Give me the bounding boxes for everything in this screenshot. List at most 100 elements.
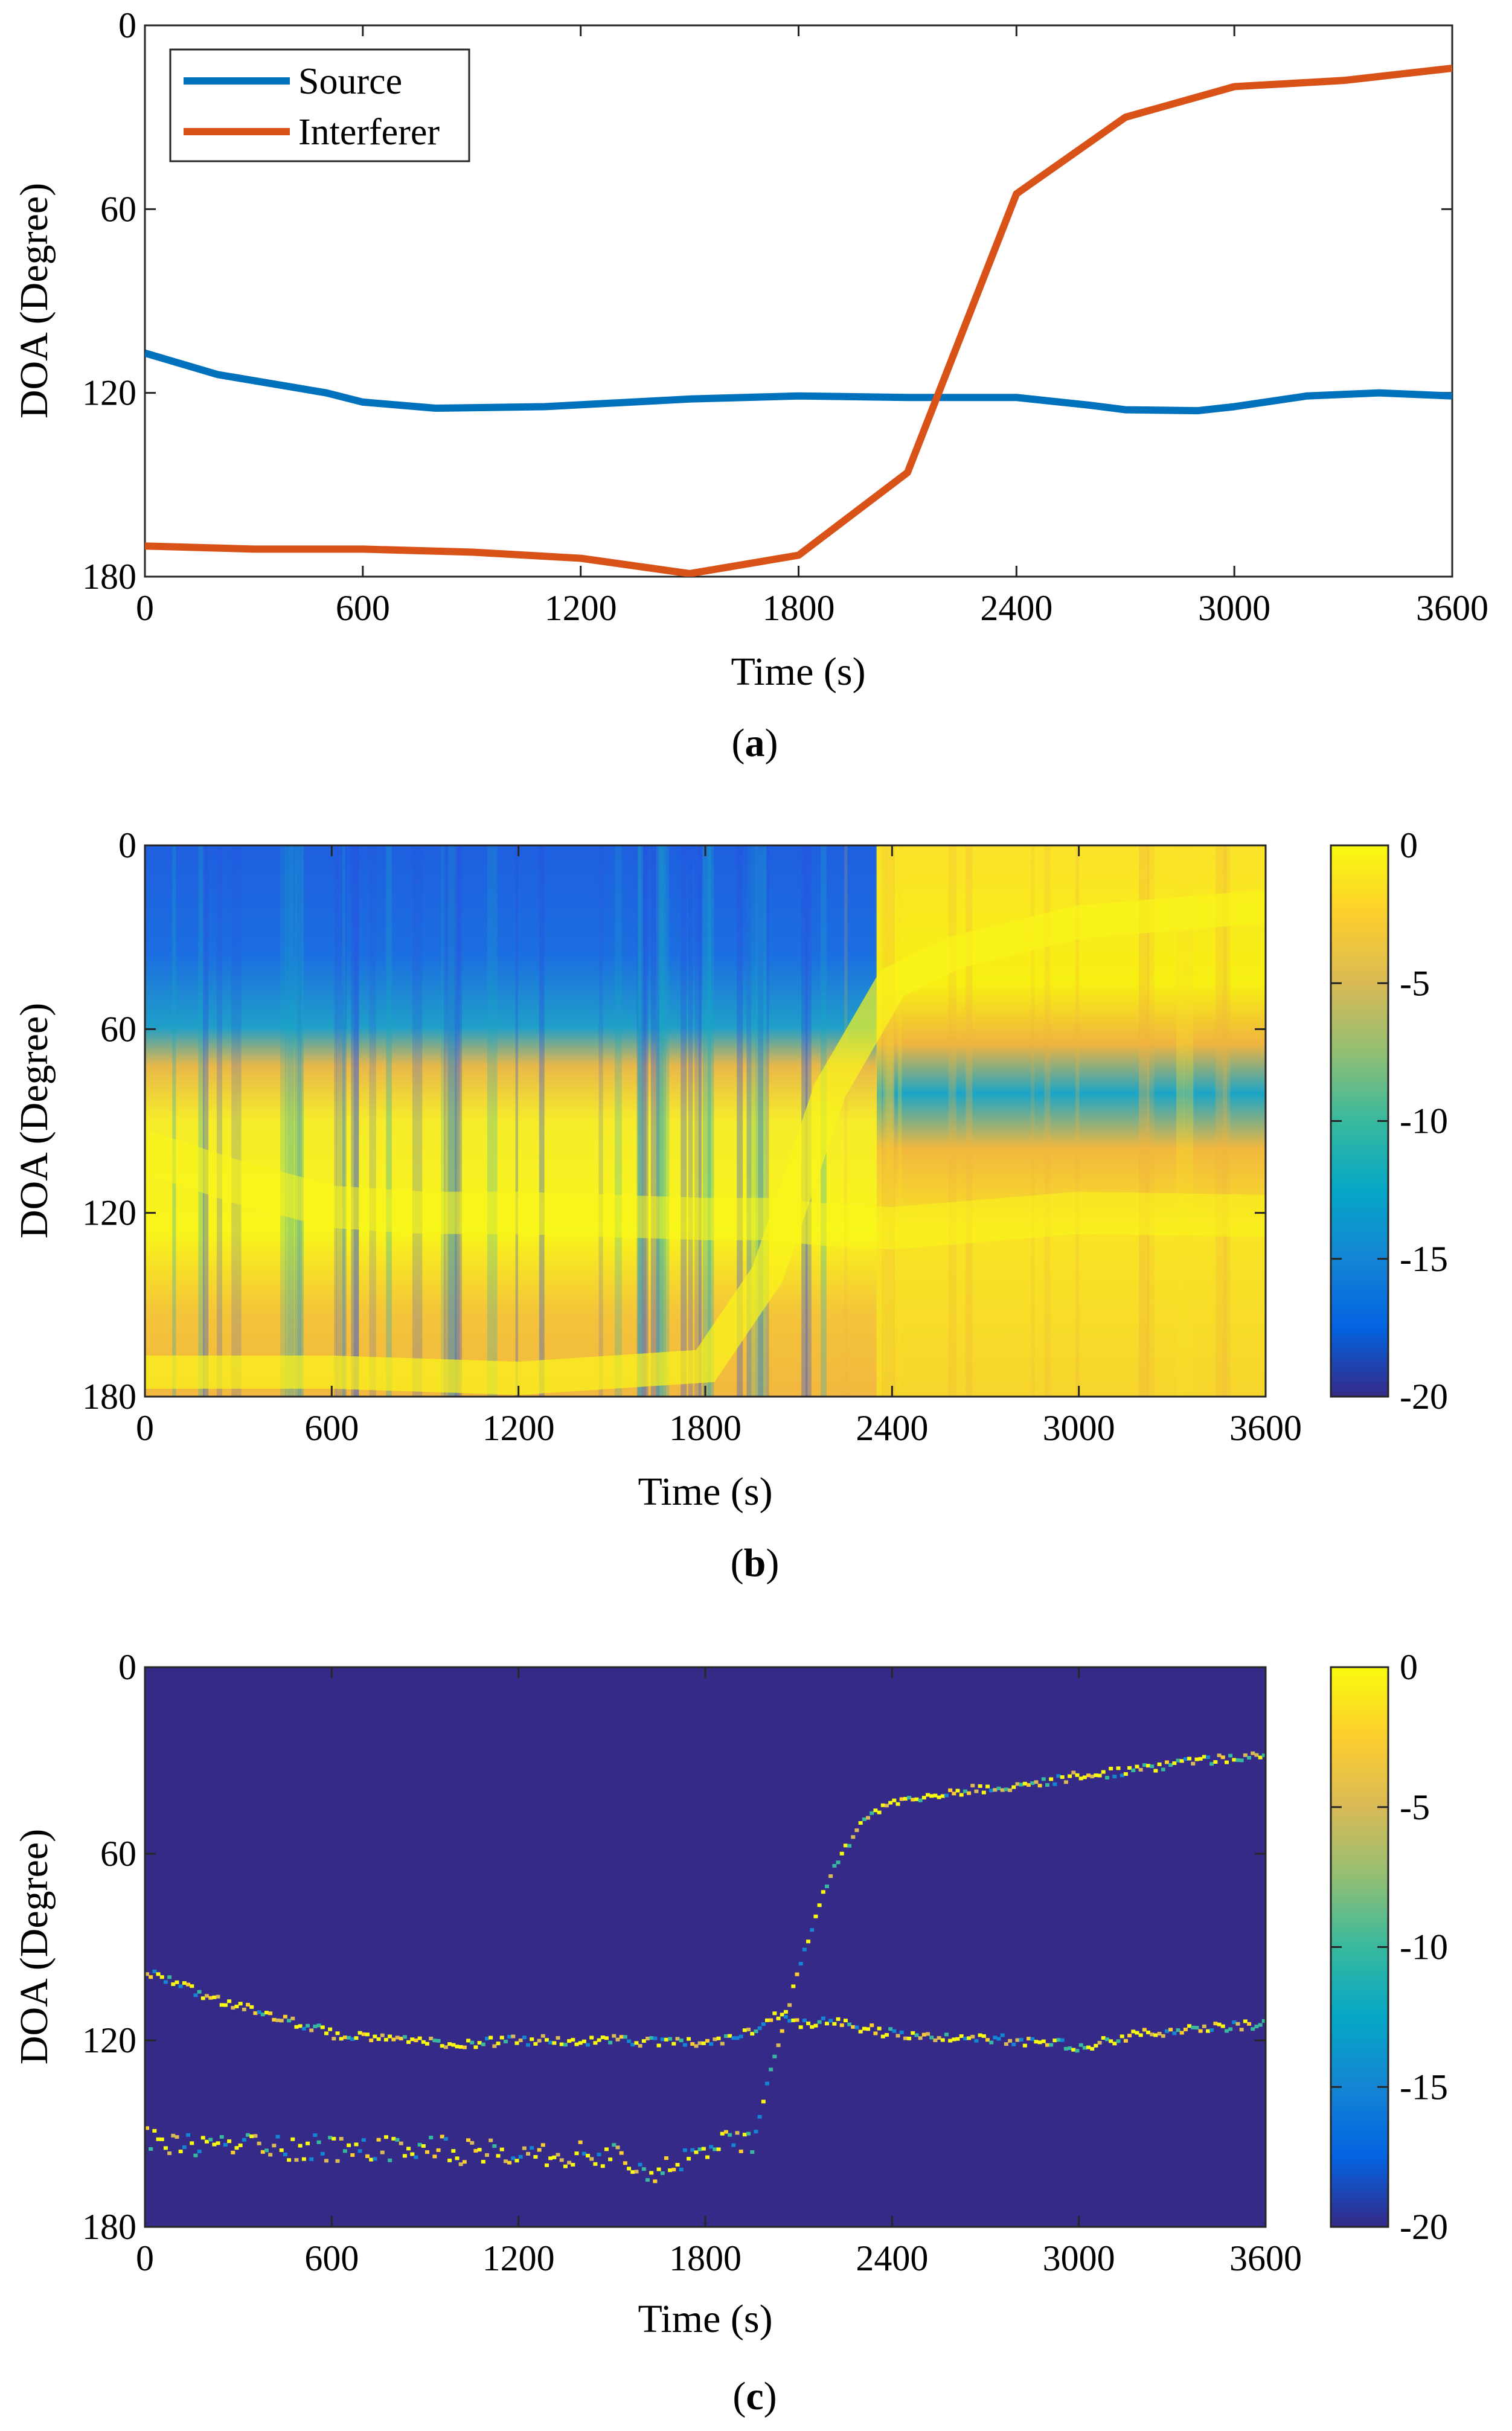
peak-dot (728, 2133, 732, 2137)
heatmap-streak (844, 845, 848, 1397)
y-axis-label-a: DOA (Degree) (12, 183, 56, 418)
peak-dot (600, 2035, 605, 2040)
peak-dot (888, 2027, 893, 2031)
peak-dot (682, 2043, 687, 2047)
peak-dot (186, 1982, 191, 1987)
peak-dot (985, 2038, 990, 2042)
peak-dot (955, 2037, 960, 2041)
peak-dot (578, 2140, 583, 2144)
peak-dot (866, 2027, 871, 2031)
peak-dot (1168, 1763, 1173, 1767)
peak-dot (742, 2133, 747, 2137)
peak-dot (1056, 1774, 1061, 1778)
peak-dot (824, 2022, 829, 2026)
peak-dot (615, 2037, 620, 2042)
heatmap-streak (650, 845, 660, 1397)
peak-dot (675, 2037, 680, 2041)
peak-dot (231, 2006, 235, 2010)
heatmap-streak (342, 845, 345, 1397)
peak-dot (1209, 2028, 1214, 2032)
peak-dot (540, 2034, 545, 2038)
peak-dot (328, 2027, 333, 2031)
peak-dot (1161, 1767, 1165, 1772)
peak-dot (1187, 2024, 1192, 2028)
peak-dot (451, 2149, 456, 2153)
peak-dot (309, 2028, 314, 2032)
peak-dot (1123, 2039, 1128, 2043)
heatmap-streak (746, 845, 757, 1397)
peak-dot (634, 2041, 639, 2045)
peak-dot (335, 2031, 340, 2035)
x-tick-label: 1200 (482, 2238, 555, 2278)
peak-dot (193, 2153, 198, 2157)
caption-letter-c: c (746, 2374, 763, 2418)
peak-dot (974, 2039, 979, 2043)
peak-dot (604, 2036, 609, 2040)
peak-dot (571, 2038, 575, 2042)
x-tick-label: 2400 (980, 588, 1052, 628)
peak-dot (316, 2140, 321, 2144)
peak-dot (268, 2153, 273, 2157)
peak-dot (970, 1784, 975, 1788)
heatmap-streak (280, 845, 287, 1397)
peak-dot (619, 2151, 624, 2155)
peak-dot (870, 1811, 874, 1815)
peak-dot (769, 2067, 774, 2072)
y-axis-label-b: DOA (Degree) (12, 1003, 56, 1238)
peak-dot (1135, 2031, 1139, 2035)
peak-dot (440, 2135, 444, 2139)
peak-dot (1217, 1754, 1222, 1758)
peak-dot (376, 2037, 381, 2041)
peak-dot (477, 2041, 482, 2045)
peak-dot (627, 2039, 632, 2043)
peak-dot (921, 1796, 926, 1800)
peak-dot (530, 2037, 534, 2042)
heatmap-streak (203, 845, 209, 1397)
peak-dot (361, 2032, 366, 2036)
peak-dot (1000, 2033, 1005, 2037)
legend-label-interferer: Interferer (298, 112, 440, 153)
peak-dot (1075, 2049, 1080, 2053)
peak-dot (212, 1995, 217, 1999)
peak-dot (272, 2017, 277, 2022)
heatmap-streak (216, 845, 222, 1397)
peak-dot (264, 2011, 269, 2015)
peak-dot (417, 2142, 422, 2147)
peak-dot (1068, 1774, 1072, 1778)
peak-dot (880, 1803, 885, 1807)
peak-dot (675, 2163, 680, 2167)
x-tick-label: 3000 (1043, 1408, 1115, 1448)
peak-dot (507, 2160, 512, 2165)
peak-dot (1179, 2031, 1184, 2035)
peak-dot (1120, 2034, 1124, 2039)
peak-dot (204, 1994, 209, 1998)
x-tick-label: 2400 (856, 2238, 928, 2278)
peak-dot (1112, 2042, 1117, 2046)
peak-dot (1224, 1760, 1229, 1764)
peak-dot (877, 2026, 882, 2031)
peak-dot (190, 2141, 194, 2145)
peak-dot (1056, 2038, 1061, 2042)
peak-dot (843, 1843, 848, 1848)
peak-dot (821, 1890, 825, 1894)
peak-dot (780, 2013, 784, 2017)
peak-dot (190, 1984, 194, 1988)
peak-dot (216, 2141, 220, 2145)
peak-dot (705, 2155, 710, 2159)
peak-dot (1015, 2038, 1020, 2042)
peak-dot (383, 2037, 388, 2042)
peak-dot (1120, 1773, 1124, 1778)
peak-dot (679, 2039, 684, 2043)
peak-dot (880, 2034, 885, 2039)
peak-dot (713, 2147, 717, 2151)
peak-dot (489, 2138, 493, 2142)
peak-dot (458, 2162, 463, 2167)
colorbar-tick-label: -5 (1400, 963, 1430, 1003)
peak-dot (1123, 1772, 1128, 1776)
heatmap-streak (369, 845, 376, 1397)
peak-dot (395, 2138, 400, 2142)
peak-dot (627, 2167, 632, 2171)
peak-dot (1161, 2034, 1165, 2038)
peak-dot (858, 2029, 863, 2034)
x-tick-label: 1200 (545, 588, 617, 628)
